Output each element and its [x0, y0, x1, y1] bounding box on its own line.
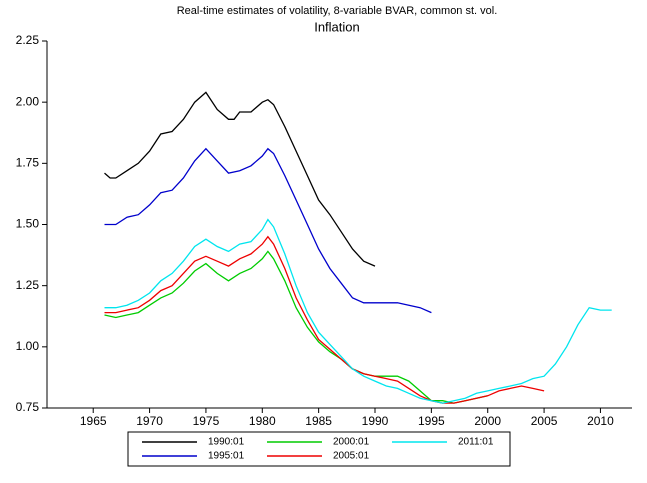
chart-title: Real-time estimates of volatility, 8-var…: [177, 5, 498, 17]
chart-subtitle: Inflation: [314, 19, 360, 34]
series-line: [104, 91, 376, 267]
legend-label: 2005:01: [333, 451, 370, 462]
y-tick-label: 1.75: [16, 156, 40, 170]
y-tick-label: 1.25: [16, 278, 40, 292]
y-tick-label: 2.00: [16, 94, 40, 108]
series-line: [104, 218, 612, 404]
series-line: [104, 147, 432, 314]
legend-label: 2000:01: [333, 437, 370, 448]
x-tick-label: 2005: [531, 414, 558, 428]
x-tick-label: 1980: [249, 414, 276, 428]
y-tick-label: 1.00: [16, 339, 40, 353]
series-line: [104, 250, 488, 404]
y-tick-label: 0.75: [16, 400, 40, 414]
x-tick-label: 1990: [362, 414, 389, 428]
x-tick-label: 2000: [474, 414, 501, 428]
legend-box: [127, 431, 511, 467]
legend-label: 1990:01: [208, 437, 245, 448]
series-line: [104, 235, 545, 404]
x-tick-label: 1975: [193, 414, 220, 428]
x-tick-label: 1995: [418, 414, 445, 428]
y-tick-label: 2.25: [16, 33, 40, 47]
x-tick-label: 1985: [305, 414, 332, 428]
y-tick-label: 1.50: [16, 217, 40, 231]
x-tick-label: 2010: [587, 414, 614, 428]
x-tick-label: 1970: [136, 414, 163, 428]
legend-label: 1995:01: [208, 451, 245, 462]
legend-label: 2011:01: [458, 437, 494, 448]
x-tick-label: 1965: [80, 414, 107, 428]
